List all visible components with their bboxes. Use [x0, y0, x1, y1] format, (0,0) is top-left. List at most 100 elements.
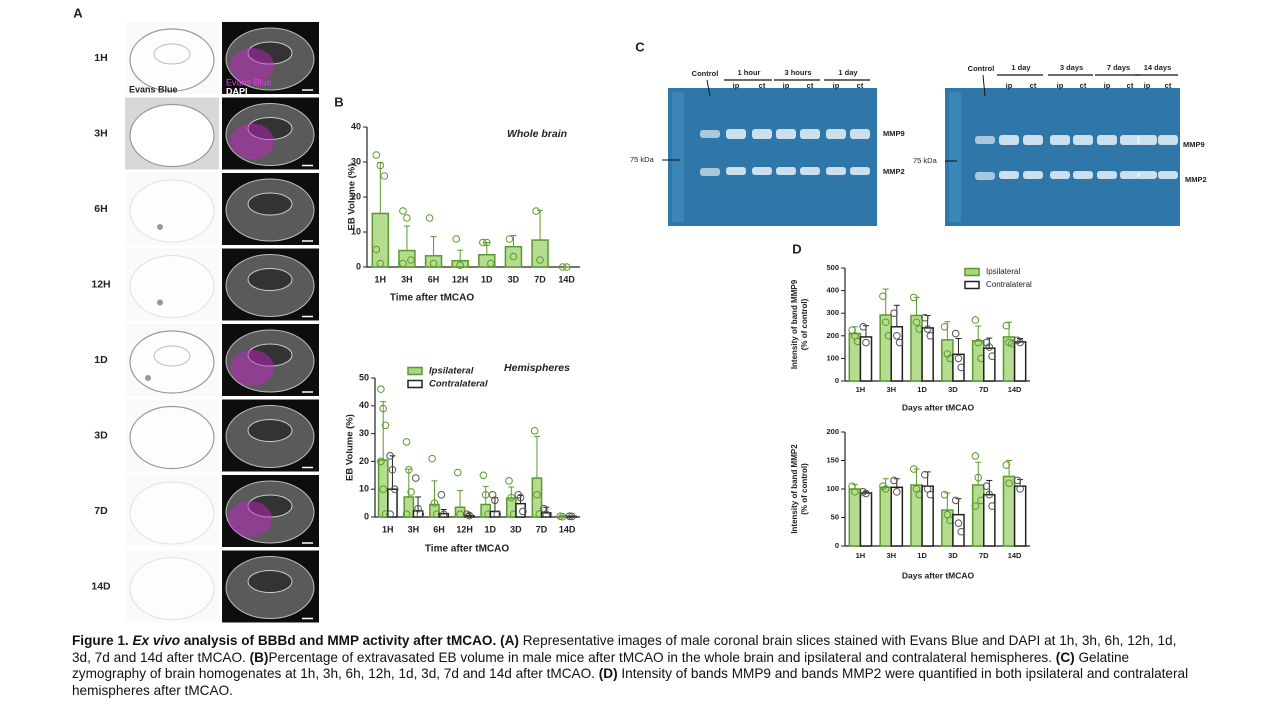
data-point [985, 343, 994, 351]
data-point [487, 259, 495, 268]
error-bar [913, 296, 920, 316]
data-point [479, 471, 488, 480]
gel-band [850, 129, 870, 139]
gel-group-label: 3 hours [784, 68, 811, 77]
data-point [380, 172, 389, 180]
brain-slice [129, 481, 215, 545]
x-axis-label: Days after tMCAO [902, 570, 975, 580]
brain-detail [247, 268, 293, 291]
data-point [465, 511, 474, 520]
y-tick-label: 50 [359, 372, 369, 382]
y-tick-label: 100 [826, 484, 839, 493]
x-tick-label: 3D [948, 385, 958, 394]
data-point [926, 490, 935, 499]
timepoint-label: 7D [94, 505, 108, 517]
eb-fluorescence [230, 48, 274, 84]
gel-band [1120, 135, 1140, 145]
data-point [1016, 485, 1024, 493]
data-point [439, 510, 448, 519]
lane-label: ct [1127, 81, 1134, 90]
x-axis-label: Days after tMCAO [902, 402, 975, 412]
brain-detail [247, 494, 293, 518]
timepoint-label: 3H [94, 127, 107, 139]
legend-swatch [407, 379, 423, 389]
brain-slice [129, 28, 215, 92]
data-point [988, 352, 996, 360]
lane-label: ct [1080, 81, 1087, 90]
eb-fluorescence [230, 123, 274, 160]
y-tick-label: 30 [351, 156, 361, 166]
x-tick-label: 3H [401, 274, 413, 284]
gel-band [1023, 171, 1043, 179]
x-tick-label: 6H [433, 524, 445, 534]
legend-label: Contralateral [986, 280, 1032, 289]
control-pointer [706, 79, 711, 97]
gel-ladder [672, 92, 684, 222]
data-point [505, 477, 513, 485]
band-label: MMP2 [1185, 175, 1207, 184]
data-point [954, 354, 963, 363]
gel-band [700, 168, 720, 176]
bar [859, 336, 873, 382]
bar [1013, 485, 1027, 547]
gel-band [1023, 135, 1043, 145]
data-point [416, 510, 425, 519]
gel-band [752, 129, 772, 139]
data-point [411, 474, 420, 482]
bar [398, 249, 416, 268]
gel-band [1158, 171, 1178, 179]
gel-band [1097, 135, 1117, 145]
error-bar [559, 515, 566, 517]
gel-band [800, 167, 820, 175]
panel-label: C [635, 39, 645, 54]
x-tick-label: 1H [375, 274, 387, 284]
data-point [562, 263, 571, 271]
brain-slice [129, 330, 215, 394]
gel-band [1073, 171, 1093, 179]
data-point [533, 490, 541, 499]
y-axis-label: (% of control) [800, 298, 809, 350]
error-bar [405, 468, 412, 497]
gel-band [999, 171, 1019, 179]
gel-band [776, 129, 796, 139]
error-bar [431, 480, 438, 505]
x-tick-label: 3D [948, 551, 958, 560]
error-bar [389, 455, 396, 490]
data-point [909, 293, 918, 302]
timepoint-label: 1H [94, 52, 107, 64]
error-bar [440, 508, 447, 514]
caption-text: Representative images of male coronal br… [72, 633, 1177, 665]
eb-fluorescence [230, 350, 274, 386]
x-tick-label: 7D [536, 524, 548, 534]
data-point [399, 259, 407, 268]
data-point [859, 322, 867, 331]
y-tick-label: 100 [826, 353, 839, 362]
data-point [386, 510, 394, 519]
error-bar [543, 506, 550, 513]
x-axis-label: Time after tMCAO [425, 544, 509, 555]
data-point [893, 488, 901, 496]
data-point [519, 507, 527, 516]
brain-detail [247, 343, 293, 367]
y-tick-label: 40 [351, 121, 361, 131]
data-point [565, 512, 574, 520]
lane-label: ip [783, 81, 790, 90]
data-point [909, 465, 918, 473]
data-point [985, 490, 994, 499]
y-tick-label: 200 [826, 427, 839, 436]
error-bar [457, 490, 464, 508]
brain-slice [129, 179, 215, 243]
stain-label: Evans Blue [226, 77, 272, 87]
figure: A B C D 1H 3H 6H 12H 1D 3D 7D 14D Evans Blue Evans Bl… [73, 5, 1207, 623]
gel-band [1120, 171, 1140, 179]
bar [848, 488, 862, 547]
timepoint-label: 6H [94, 203, 107, 215]
gel-band [1158, 135, 1178, 145]
data-point [974, 473, 983, 482]
data-point [1005, 479, 1013, 488]
caption-text: analysis of BBBd and MMP activity after … [180, 633, 519, 648]
data-point [890, 309, 898, 318]
error-bar [568, 515, 575, 517]
x-tick-label: 1H [856, 385, 866, 394]
data-point [372, 151, 381, 159]
